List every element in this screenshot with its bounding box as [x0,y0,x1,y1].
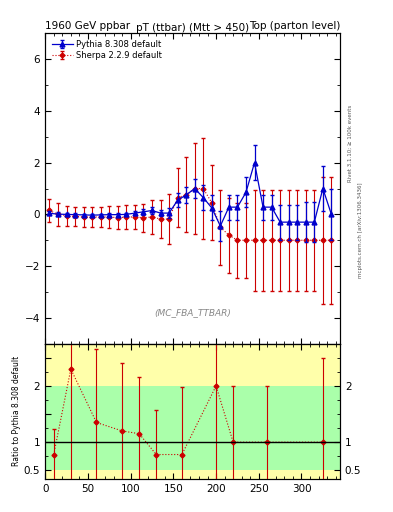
Bar [45,344,340,479]
Text: mcplots.cern.ch [arXiv:1306.3436]: mcplots.cern.ch [arXiv:1306.3436] [358,183,363,278]
Title: pT (ttbar) (Mtt > 450): pT (ttbar) (Mtt > 450) [136,23,249,32]
Legend: Pythia 8.308 default, Sherpa 2.2.9 default: Pythia 8.308 default, Sherpa 2.2.9 defau… [50,37,164,62]
Bar [45,386,340,471]
Text: (MC_FBA_TTBAR): (MC_FBA_TTBAR) [154,308,231,317]
Y-axis label: Ratio to Pythia 8.308 default: Ratio to Pythia 8.308 default [12,356,21,466]
Text: Rivet 3.1.10; ≥ 100k events: Rivet 3.1.10; ≥ 100k events [348,105,353,182]
Text: Top (parton level): Top (parton level) [248,20,340,31]
Text: 1960 GeV ppbar: 1960 GeV ppbar [45,20,130,31]
